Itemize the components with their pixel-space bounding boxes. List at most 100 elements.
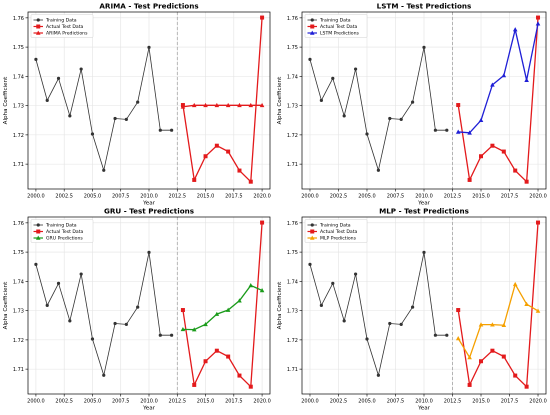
training-data-point (376, 373, 380, 377)
mlp-predictions-point (524, 301, 529, 306)
actual-test-data-point (456, 308, 461, 313)
actual-test-data-point (513, 373, 518, 378)
y-tick-label: 1.74 (287, 74, 298, 80)
gru-predictions-point (237, 298, 242, 303)
legend-label-mlp-predictions: MLP Predictions (320, 236, 357, 242)
training-data-point (342, 319, 346, 323)
x-axis-label: Year (142, 406, 156, 412)
training-data-point (331, 281, 335, 286)
y-tick-label: 1.72 (287, 133, 298, 139)
x-tick-label: 2002.5 (330, 194, 348, 200)
legend-marker-gru-predictions (35, 235, 41, 240)
y-axis-label: Alpha Coefficient (3, 281, 9, 329)
training-data-point (90, 337, 95, 341)
x-tick-label: 2015.0 (472, 194, 490, 200)
x-tick-label: 2002.5 (55, 194, 73, 200)
legend-label-training-data: Training Data (319, 223, 351, 229)
actual-test-data-point (524, 384, 529, 389)
x-tick-label: 2012.5 (444, 194, 462, 200)
training-data-point (365, 132, 369, 136)
actual-test-data-point (226, 149, 231, 154)
legend-marker-actual-test-data (36, 24, 41, 29)
gru-predictions-point (214, 311, 220, 316)
y-tick-label: 1.76 (13, 16, 24, 22)
x-tick-label: 2010.0 (140, 399, 158, 405)
training-data-point (147, 250, 151, 254)
chart-title: ARIMA - Test Predictions (99, 2, 198, 11)
y-tick-label: 1.73 (13, 309, 24, 315)
arima-predictions-point (180, 104, 186, 109)
actual-test-data-point (490, 348, 495, 353)
chart-panel-1: 1.71 1.72 1.73 1.74 1.75 1.76 2000.0 2002.5 2005… (3, 2, 271, 207)
y-axis-label: Alpha Coefficient (277, 281, 283, 329)
training-data-point (410, 100, 415, 104)
y-tick-label: 1.75 (287, 45, 298, 51)
y-tick-label: 1.75 (13, 45, 24, 51)
training-data-point (319, 98, 323, 102)
x-tick-label: 2020.0 (529, 399, 547, 405)
training-data-point (308, 57, 312, 61)
training-data-point (45, 303, 49, 307)
training-data-point (422, 45, 426, 50)
x-tick-label: 2000.0 (301, 194, 319, 200)
training-data-point (45, 98, 49, 102)
actual-test-data-point (513, 168, 518, 173)
actual-test-data-point (192, 177, 197, 182)
lstm-predictions-point (535, 21, 541, 26)
training-data-point (79, 67, 83, 71)
mlp-predictions-point (490, 322, 495, 327)
training-data-point (353, 67, 358, 71)
actual-test-data-point (237, 373, 242, 378)
legend-label-gru-predictions: GRU Predictions (46, 236, 83, 242)
actual-test-data-point (501, 354, 506, 359)
y-tick-label: 1.73 (287, 104, 298, 110)
arima-predictions-point (237, 102, 242, 108)
training-data-point (353, 272, 358, 276)
arima-predictions-point (259, 102, 265, 108)
training-data-point (445, 128, 449, 132)
y-tick-label: 1.76 (287, 221, 298, 227)
y-tick-label: 1.73 (287, 309, 298, 315)
y-tick-label: 1.71 (13, 367, 24, 373)
y-tick-label: 1.75 (287, 250, 298, 256)
training-data-point (147, 45, 151, 50)
training-data-point (113, 321, 117, 326)
training-data-point (308, 262, 312, 266)
actual-test-data-point (467, 382, 472, 387)
y-tick-label: 1.72 (13, 133, 24, 139)
training-data-point (124, 117, 128, 121)
x-axis-label: Year (142, 201, 156, 207)
training-data-point (319, 303, 323, 307)
legend-marker-training-data (310, 223, 314, 227)
training-data-point (388, 116, 392, 121)
x-tick-label: 2002.5 (330, 399, 348, 405)
actual-test-data-point (237, 168, 242, 173)
x-tick-label: 2000.0 (27, 399, 45, 405)
actual-test-data-point (524, 179, 529, 184)
actual-test-data-point (192, 382, 197, 387)
training-data-point (410, 305, 415, 309)
mlp-predictions-point (478, 322, 484, 327)
x-tick-label: 2007.5 (112, 399, 130, 405)
y-tick-label: 1.72 (287, 338, 298, 344)
gru-predictions-point (259, 288, 265, 293)
training-data-point (124, 322, 128, 326)
legend-label-actual-test-data: Actual Test Data (46, 24, 84, 30)
actual-test-data-point (467, 177, 472, 182)
legend-label-lstm-predictions: LSTM Predictions (320, 31, 360, 37)
x-axis-label: Year (417, 406, 431, 412)
legend-label-training-data: Training Data (319, 18, 351, 24)
training-data-point (113, 116, 117, 121)
actual-test-data-point (214, 348, 219, 353)
training-data-point (445, 333, 449, 337)
x-tick-label: 2012.5 (444, 399, 462, 405)
training-data-point (102, 373, 106, 377)
training-data-point (158, 128, 162, 132)
x-tick-label: 2005.0 (84, 194, 102, 200)
chart-panel-4: 1.71 1.72 1.73 1.74 1.75 1.76 2000.0 2002.5 2005… (277, 207, 547, 412)
legend-marker-actual-test-data (36, 229, 41, 234)
training-data-point (399, 117, 403, 121)
x-tick-label: 2002.5 (55, 399, 73, 405)
